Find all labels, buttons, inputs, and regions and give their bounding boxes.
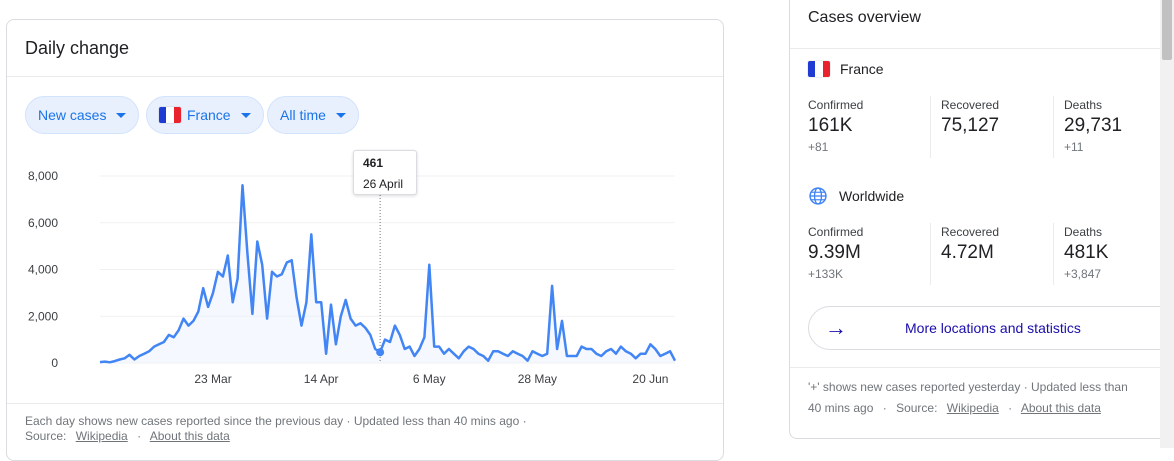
wikipedia-link[interactable]: Wikipedia bbox=[946, 401, 999, 415]
separator: · bbox=[137, 429, 142, 443]
stat-label: Deaths bbox=[1064, 98, 1103, 112]
caret-down-icon bbox=[240, 112, 251, 118]
y-tick-label: 8,000 bbox=[28, 169, 58, 183]
france-confirmed: Confirmed 161K +81 bbox=[808, 98, 863, 154]
y-tick-label: 2,000 bbox=[28, 309, 58, 323]
france-recovered: Recovered 75,127 bbox=[941, 98, 999, 137]
metric-dropdown[interactable]: New cases bbox=[25, 96, 140, 134]
stat-value: 75,127 bbox=[941, 115, 1000, 136]
overview-footer-note: '+' shows new cases reported yesterday ·… bbox=[808, 380, 1128, 394]
stat-value: 9.39M bbox=[808, 242, 861, 263]
stat-label: Confirmed bbox=[808, 225, 864, 239]
stat-value: 481K bbox=[1064, 242, 1109, 263]
france-label: France bbox=[840, 61, 884, 77]
caret-down-icon bbox=[335, 112, 346, 118]
location-dropdown[interactable]: France bbox=[146, 96, 264, 134]
daily-change-card: Daily change New cases France All time 0… bbox=[6, 19, 724, 461]
stat-label: Recovered bbox=[941, 225, 1000, 239]
y-tick-label: 4,000 bbox=[28, 263, 58, 277]
separator: · bbox=[882, 401, 887, 415]
updated-text: 40 mins ago bbox=[808, 401, 874, 415]
more-locations-label: More locations and statistics bbox=[905, 320, 1081, 336]
highlight-point bbox=[376, 348, 385, 357]
divider bbox=[1053, 223, 1054, 285]
france-flag-icon bbox=[159, 107, 181, 123]
source-label: Source: bbox=[896, 401, 938, 415]
x-tick-label: 20 Jun bbox=[632, 372, 668, 386]
location-dropdown-label: France bbox=[187, 107, 231, 123]
x-tick-label: 23 Mar bbox=[194, 372, 231, 386]
france-deaths: Deaths 29,731 +11 bbox=[1064, 98, 1122, 154]
worldwide-recovered: Recovered 4.72M bbox=[941, 225, 999, 264]
footer-source: Source: Wikipedia · About this data bbox=[25, 429, 230, 443]
daily-change-chart[interactable]: 0 2,000 4,000 6,000 8,000 23 Mar 14 Apr 6 May 28… bbox=[7, 145, 723, 400]
globe-icon bbox=[809, 187, 827, 205]
divider bbox=[7, 76, 723, 77]
x-tick-label: 28 May bbox=[518, 372, 557, 386]
x-tick-label: 14 Apr bbox=[304, 372, 339, 386]
wikipedia-link[interactable]: Wikipedia bbox=[75, 429, 128, 443]
worldwide-confirmed: Confirmed 9.39M +133K bbox=[808, 225, 863, 281]
stat-delta: +3,847 bbox=[1064, 267, 1102, 281]
source-label: Source: bbox=[25, 429, 67, 443]
worldwide-deaths: Deaths 481K +3,847 bbox=[1064, 225, 1108, 281]
range-dropdown-label: All time bbox=[280, 107, 326, 123]
divider bbox=[930, 223, 931, 285]
scrollbar-thumb[interactable] bbox=[1162, 0, 1172, 60]
page-scrollbar[interactable] bbox=[1160, 0, 1174, 448]
france-flag-icon bbox=[808, 61, 830, 77]
worldwide-label: Worldwide bbox=[839, 188, 905, 204]
worldwide-section-header: Worldwide bbox=[808, 186, 904, 206]
divider bbox=[7, 403, 723, 404]
caret-down-icon bbox=[116, 112, 127, 118]
daily-change-title: Daily change bbox=[25, 38, 130, 58]
divider bbox=[930, 96, 931, 158]
series-area bbox=[100, 185, 675, 363]
stat-label: Recovered bbox=[941, 98, 1000, 112]
stat-delta: +81 bbox=[808, 140, 829, 154]
separator: · bbox=[1008, 401, 1013, 415]
metric-dropdown-label: New cases bbox=[38, 107, 107, 123]
divider bbox=[790, 367, 1170, 368]
stat-delta: +11 bbox=[1064, 140, 1084, 154]
footer-note: Each day shows new cases reported since … bbox=[25, 414, 527, 428]
cases-overview-title: Cases overview bbox=[808, 9, 921, 26]
range-dropdown[interactable]: All time bbox=[267, 96, 359, 134]
arrow-right-icon: → bbox=[825, 315, 847, 340]
stat-value: 29,731 bbox=[1064, 115, 1123, 136]
cases-overview-card: Cases overview France Confirmed 161K +81… bbox=[789, 0, 1171, 439]
x-tick-label: 6 May bbox=[413, 372, 446, 386]
france-section-header: France bbox=[808, 61, 884, 77]
chart-tooltip: 461 26 April bbox=[353, 150, 417, 195]
about-data-link[interactable]: About this data bbox=[149, 429, 230, 443]
stat-label: Deaths bbox=[1064, 225, 1103, 239]
divider bbox=[1053, 96, 1054, 158]
series-line-new-cases bbox=[99, 184, 677, 364]
stat-label: Confirmed bbox=[808, 98, 864, 112]
y-tick-label: 6,000 bbox=[28, 216, 58, 230]
stat-delta: +133K bbox=[808, 267, 844, 281]
more-locations-button[interactable]: → More locations and statistics bbox=[808, 306, 1170, 350]
tooltip-date: 26 April bbox=[363, 177, 404, 191]
divider bbox=[790, 48, 1170, 49]
tooltip-value: 461 bbox=[363, 156, 384, 170]
stat-value: 161K bbox=[808, 115, 853, 136]
y-tick-label: 0 bbox=[51, 356, 58, 370]
overview-footer-source: 40 mins ago · Source: Wikipedia · About … bbox=[808, 401, 1101, 415]
stat-value: 4.72M bbox=[941, 242, 994, 263]
about-data-link[interactable]: About this data bbox=[1020, 401, 1101, 415]
